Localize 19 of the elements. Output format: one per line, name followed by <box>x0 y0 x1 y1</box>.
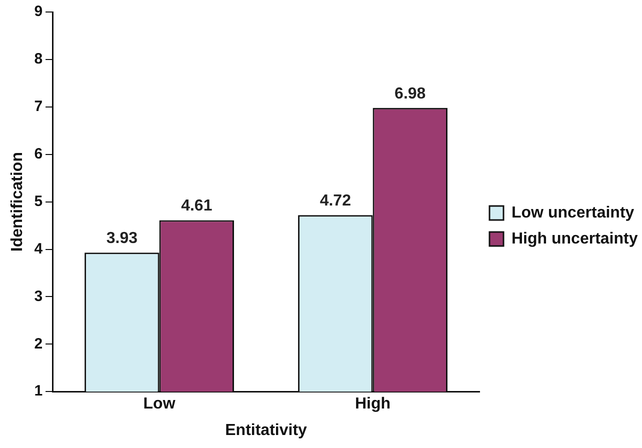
data-label: 4.61 <box>181 198 212 215</box>
x-axis-title: Entitativity <box>225 422 308 439</box>
y-tick-label: 6 <box>34 145 43 162</box>
y-tick-label: 8 <box>34 50 43 68</box>
x-tick-label: High <box>354 396 391 413</box>
data-label: 6.98 <box>394 85 426 102</box>
data-label: 4.72 <box>320 192 352 210</box>
y-tick-label: 7 <box>34 98 43 116</box>
y-tick-label: 4 <box>34 240 44 258</box>
y-tick-label: 5 <box>34 192 43 210</box>
y-axis-title: Identification <box>9 152 26 252</box>
data-label: 3.93 <box>106 230 138 247</box>
x-tick-label: Low <box>143 396 176 413</box>
legend-label: Low uncertainty <box>512 204 634 222</box>
y-tick-label: 1 <box>34 382 43 400</box>
y-tick-label: 9 <box>34 3 43 20</box>
legend-label: High uncertainty <box>512 230 638 248</box>
y-tick-label: 3 <box>34 288 43 305</box>
y-tick-label: 2 <box>34 335 43 352</box>
